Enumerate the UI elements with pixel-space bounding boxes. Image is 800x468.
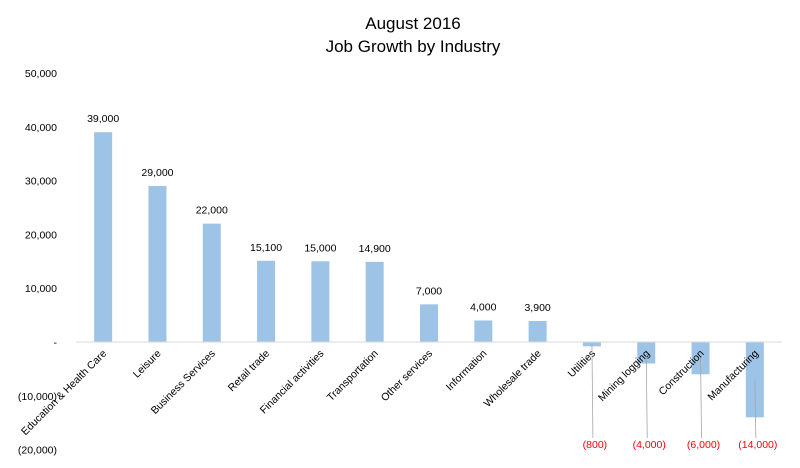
bar (582, 342, 601, 347)
y-tick-label: (20,000) (18, 445, 57, 457)
data-label: 22,000 (196, 205, 228, 217)
data-label: (14,000) (738, 439, 777, 451)
y-tick-label: 30,000 (25, 176, 57, 188)
bar (474, 320, 493, 342)
y-axis-ticks: 50,000 40,000 30,000 20,000 10,000 - (10,000) (… (18, 68, 58, 457)
chart-title: August 2016 (365, 14, 460, 33)
leader-line (754, 379, 757, 439)
category-label: Wholesale trade (482, 348, 544, 410)
data-label: 39,000 (87, 113, 119, 125)
bar (528, 321, 547, 342)
bar (420, 304, 438, 342)
leader-line (645, 352, 648, 439)
data-label: 14,900 (359, 243, 391, 255)
category-label: Other services (379, 348, 435, 404)
category-label: Leisure (131, 348, 164, 381)
data-label: (4,000) (633, 439, 666, 451)
category-label: Utilities (566, 348, 598, 380)
category-label: Retail trade (226, 348, 273, 395)
data-label: 4,000 (470, 301, 496, 313)
value-labels: 39,000 29,000 22,000 15,100 15,000 14,900 7,00… (87, 113, 777, 451)
data-label: (800) (583, 439, 608, 451)
bars-group (94, 132, 764, 418)
bar (148, 185, 167, 342)
bar (365, 261, 384, 342)
category-label: Transportation (325, 348, 381, 404)
leader-line (700, 358, 702, 439)
bar (257, 260, 276, 342)
chart-subtitle: Job Growth by Industry (326, 37, 501, 56)
category-label: Mining logging (596, 348, 652, 404)
y-tick-label: (10,000) (18, 391, 57, 403)
y-tick-label: - (54, 337, 58, 349)
leader-line (591, 344, 594, 439)
data-label: 15,000 (304, 242, 336, 254)
data-label: 7,000 (416, 285, 442, 297)
y-tick-label: 40,000 (25, 122, 57, 134)
data-label: 3,900 (524, 302, 550, 314)
data-label: 29,000 (141, 167, 173, 179)
y-tick-label: 20,000 (25, 229, 57, 241)
category-label: Information (444, 348, 490, 394)
data-label: (6,000) (687, 439, 720, 451)
y-tick-label: 50,000 (25, 68, 57, 80)
y-tick-label: 10,000 (25, 283, 57, 295)
bar (202, 223, 221, 342)
data-label: 15,100 (250, 242, 282, 254)
bar (311, 261, 330, 342)
bar (94, 132, 113, 342)
